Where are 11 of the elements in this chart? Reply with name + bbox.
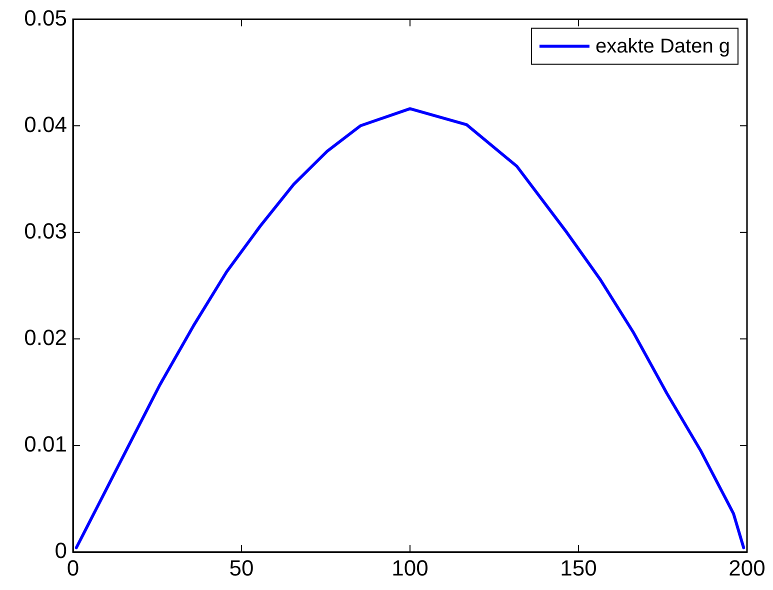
y-tick-label: 0.02 [24,324,67,350]
x-tick-label: 150 [560,555,597,580]
y-tick-label: 0.01 [24,432,67,457]
legend-label: exakte Daten g [595,36,730,58]
y-tick-label: 0.05 [24,5,67,30]
x-tick-label: 100 [392,555,428,580]
x-tick-label: 200 [728,555,766,580]
y-tick-label: 0.03 [24,218,67,244]
y-tick-label: 0 [54,538,67,564]
x-tick-label: 50 [229,555,254,580]
y-tick-label: 0.04 [24,112,67,137]
